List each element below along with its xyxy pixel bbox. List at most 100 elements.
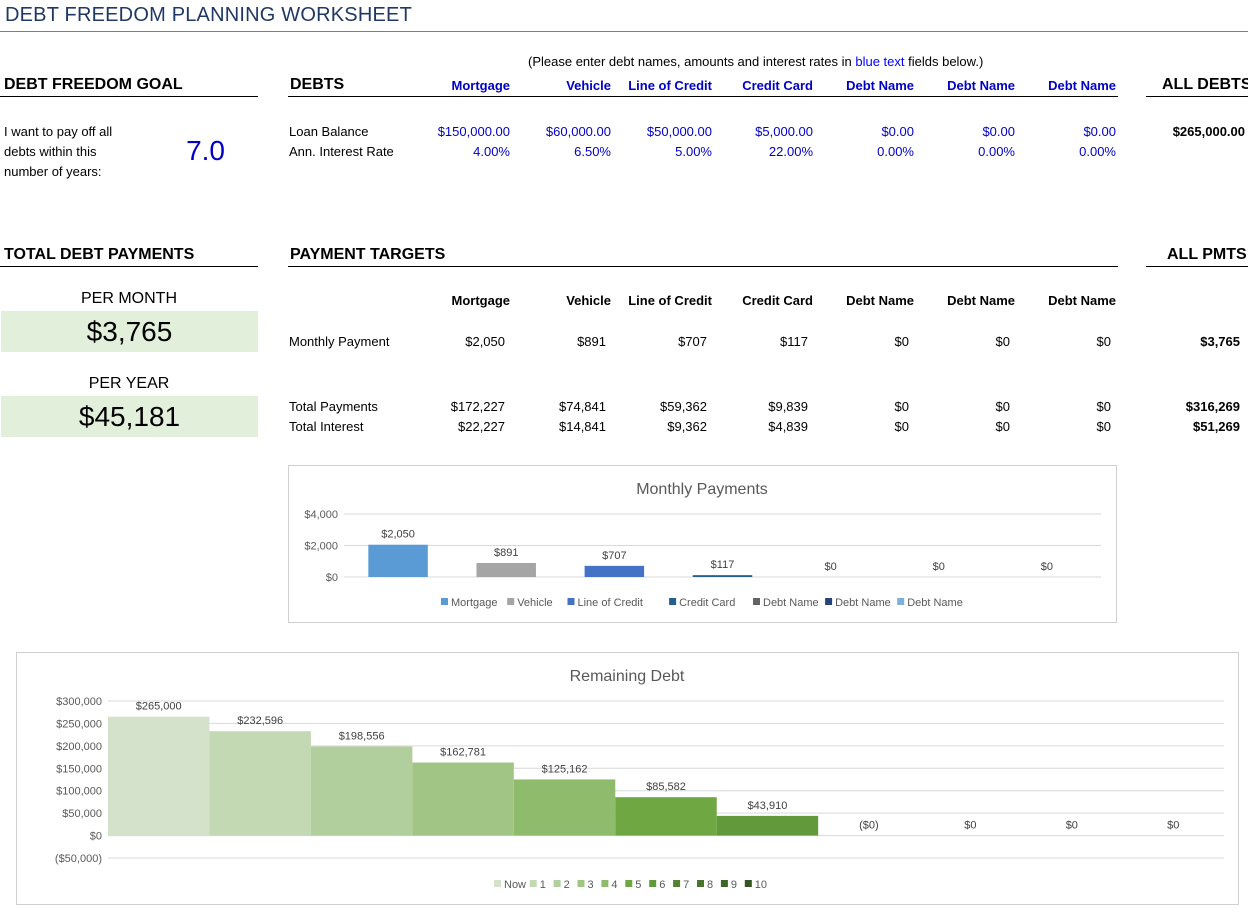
monthly-payment-value: $2,050 [465, 334, 505, 349]
note-suffix: fields below.) [904, 54, 984, 69]
data-label: $2,050 [381, 529, 415, 541]
total-payments-value: $0 [894, 399, 909, 414]
y-tick-label: $150,000 [56, 763, 102, 775]
y-tick-label: $100,000 [56, 786, 102, 798]
legend-entry: 8 [707, 879, 713, 891]
all-debts-balance: $265,000.00 [1172, 124, 1245, 139]
interest-rate-input[interactable]: 5.00% [675, 144, 712, 159]
data-label: $0 [933, 561, 945, 573]
bar [209, 731, 311, 836]
legend-entry: 2 [564, 879, 570, 891]
debt-name-input[interactable]: Line of Credit [628, 78, 712, 93]
legend-swatch [567, 598, 575, 605]
interest-rate-input[interactable]: 0.00% [978, 144, 1015, 159]
target-debt-name: Debt Name [846, 293, 914, 308]
loan-balance-input[interactable]: $5,000.00 [755, 124, 813, 139]
debt-name-input[interactable]: Vehicle [566, 78, 611, 93]
interest-rate-input[interactable]: 22.00% [768, 144, 813, 159]
total-interest-value: $0 [995, 419, 1010, 434]
monthly-payment-value: $117 [780, 334, 808, 349]
loan-balance-input[interactable]: $0.00 [1083, 124, 1116, 139]
legend-entry: Vehicle [517, 597, 552, 609]
payment-targets-header: PAYMENT TARGETS [290, 246, 446, 263]
debt-name-input[interactable]: Debt Name [1048, 78, 1116, 93]
total-payments-header: TOTAL DEBT PAYMENTS [4, 246, 195, 263]
loan-balance-input[interactable]: $60,000.00 [545, 124, 611, 139]
total-payments-value: $0 [1096, 399, 1111, 414]
total-interest-value: $9,362 [667, 419, 707, 434]
legend-swatch [507, 598, 515, 605]
target-debt-name: Debt Name [1048, 293, 1116, 308]
legend-entry: Mortgage [451, 597, 497, 609]
goal-years-input[interactable]: 7.0 [186, 135, 225, 166]
instruction-note: (Please enter debt names, amounts and in… [528, 54, 983, 69]
target-debt-name: Vehicle [566, 293, 611, 308]
total-payments-label: Total Payments [289, 399, 378, 414]
loan-balance-input[interactable]: $0.00 [881, 124, 914, 139]
total-payments-value: $59,362 [660, 399, 707, 414]
all-debts-rule [1146, 96, 1248, 97]
legend-entry: Debt Name [907, 597, 963, 609]
bar [412, 762, 514, 836]
per-month-box: $3,765 [1, 311, 258, 352]
legend-entry: Debt Name [835, 597, 891, 609]
chart-title: Remaining Debt [570, 668, 685, 685]
y-tick-label: $0 [90, 831, 102, 843]
data-label: $707 [602, 550, 626, 562]
interest-rate-input[interactable]: 0.00% [877, 144, 914, 159]
bar [584, 565, 645, 577]
loan-balance-input[interactable]: $50,000.00 [646, 124, 712, 139]
y-tick-label: $2,000 [304, 541, 338, 553]
remaining-debt-chart: Remaining Debt ($50,000) $0 $50,000 $100,000… [16, 652, 1239, 905]
goal-text: I want to pay off all debts within this … [4, 124, 113, 179]
bar [716, 815, 819, 836]
total-interest-value: $0 [894, 419, 909, 434]
legend-entry: Debt Name [763, 597, 819, 609]
monthly-payment-value: $0 [894, 334, 909, 349]
bar [476, 562, 536, 577]
y-tick-label: $300,000 [56, 696, 102, 708]
data-label: ($0) [859, 820, 879, 832]
loan-balance-input[interactable]: $150,000.00 [437, 124, 510, 139]
total-interest-value: $4,839 [768, 419, 808, 434]
data-label: $0 [1041, 561, 1053, 573]
legend-swatch [577, 880, 585, 887]
legend-entry: 1 [540, 879, 546, 891]
total-payments-value: $74,841 [559, 399, 606, 414]
loan-balance-label: Loan Balance [289, 124, 369, 139]
legend-entry: 9 [731, 879, 737, 891]
all-debts-header: ALL DEBTS [1162, 76, 1248, 93]
legend-swatch [669, 598, 677, 605]
interest-rate-input[interactable]: 0.00% [1079, 144, 1116, 159]
interest-rate-input[interactable]: 4.00% [473, 144, 510, 159]
bar [368, 544, 428, 577]
legend-swatch [825, 598, 833, 605]
loan-balance-input[interactable]: $0.00 [982, 124, 1015, 139]
bar [310, 746, 413, 836]
legend-swatch [625, 880, 633, 887]
legend-entry: 3 [588, 879, 594, 891]
debt-name-input[interactable]: Mortgage [451, 78, 511, 93]
data-label: $85,582 [646, 781, 686, 793]
data-label: $0 [825, 561, 837, 573]
legend-entry: Credit Card [679, 597, 735, 609]
debt-name-input[interactable]: Credit Card [742, 78, 813, 93]
data-label: $0 [1167, 820, 1179, 832]
legend-entry: 7 [683, 879, 689, 891]
bar [513, 779, 616, 836]
monthly-payment-value: $0 [995, 334, 1010, 349]
legend-swatch [720, 880, 728, 887]
legend-swatch [753, 598, 760, 605]
debt-name-input[interactable]: Debt Name [947, 78, 1015, 93]
monthly-payment-value: $0 [1096, 334, 1111, 349]
legend-swatch [494, 880, 501, 887]
chart-title: Monthly Payments [636, 481, 768, 498]
total-payments-rule [0, 266, 258, 267]
debt-name-input[interactable]: Debt Name [846, 78, 914, 93]
interest-rate-input[interactable]: 6.50% [574, 144, 611, 159]
y-tick-label: $250,000 [56, 718, 102, 730]
per-year-value: $45,181 [78, 401, 181, 432]
legend-entry: Line of Credit [578, 597, 643, 609]
data-label: $265,000 [136, 701, 182, 713]
goal-header: DEBT FREEDOM GOAL [4, 76, 183, 93]
